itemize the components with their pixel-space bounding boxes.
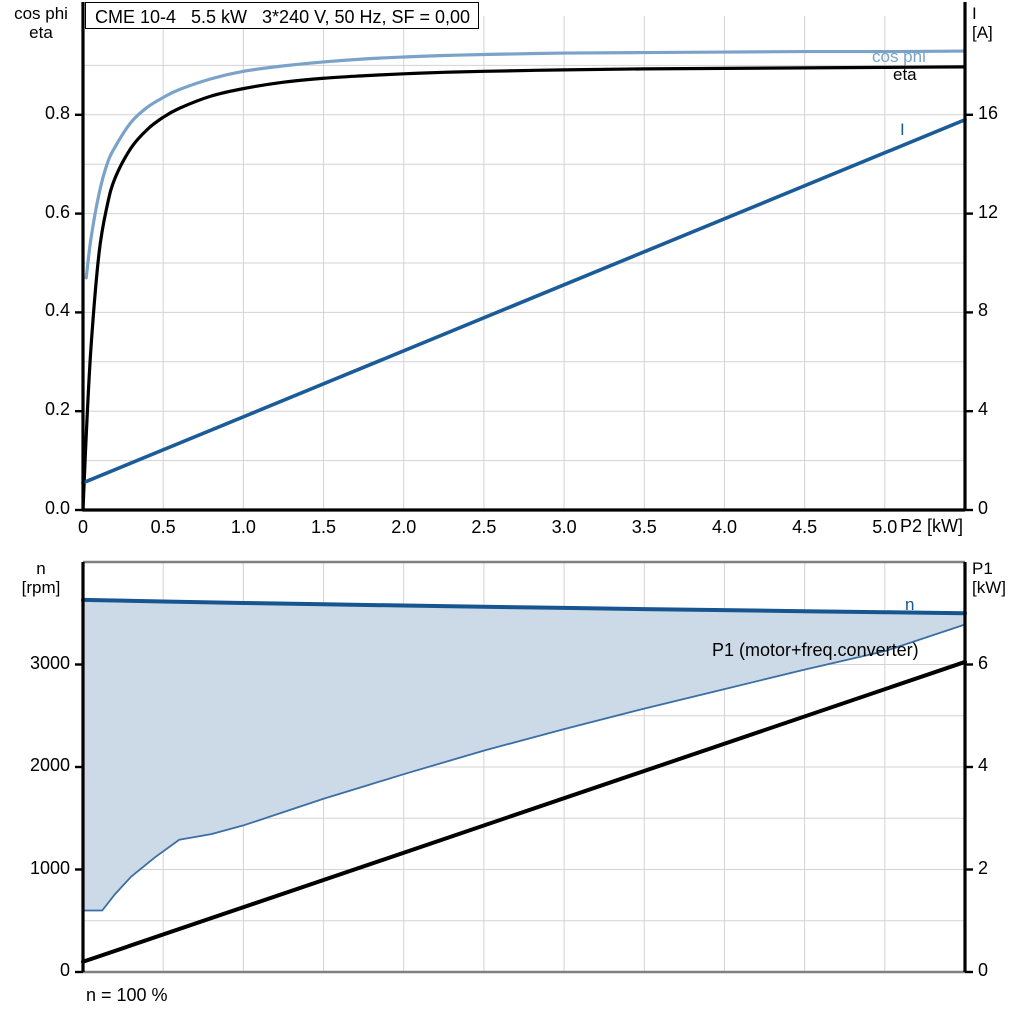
axis-tick-label: 0.2 — [44, 399, 70, 420]
top-chart-plot — [75, 2, 973, 512]
axis-tick-label: 2.5 — [471, 517, 497, 537]
axis-tick-label: 0.6 — [44, 201, 70, 222]
axis-tick-label: 3000 — [29, 652, 70, 673]
axis-tick-label: 4.5 — [792, 517, 818, 537]
top-right-axis-title: I [A] — [972, 4, 993, 42]
axis-tick-label: 0 — [59, 960, 70, 980]
top-x-axis-title: P2 [kW] — [899, 516, 963, 536]
axis-tick-label: 1000 — [29, 857, 70, 878]
axis-tick-label: 4.0 — [711, 517, 737, 537]
axis-tick-label: 1.5 — [311, 517, 337, 537]
axis-tick-label: 0.4 — [44, 300, 70, 321]
axis-tick-label: 0.0 — [44, 498, 70, 518]
axis-tick-label: 16 — [978, 102, 999, 123]
axis-tick-label: 5.0 — [872, 517, 898, 537]
axis-tick-label: 1.0 — [230, 517, 256, 537]
axis-tick-label: 2.0 — [391, 517, 417, 537]
axis-tick-label: 0 — [978, 960, 989, 980]
axis-tick-label: 6 — [978, 652, 989, 673]
axis-tick-label: 0 — [978, 498, 989, 518]
axis-tick-label: 0.5 — [150, 517, 176, 537]
axis-tick-label: 0.8 — [44, 102, 70, 123]
curve-label-current: I — [900, 120, 905, 139]
axis-tick-label: 8 — [978, 300, 989, 321]
top-left-axis-title: cos phi eta — [14, 4, 68, 42]
axis-tick-label: 12 — [978, 201, 999, 222]
axis-tick-label: 4 — [978, 399, 989, 420]
axis-tick-label: 3.0 — [551, 517, 577, 537]
top-chart-panel: cos phi eta I [A] CME 10-4 5.5 kW 3*240 … — [14, 2, 999, 537]
curve-label-eta: eta — [893, 65, 917, 84]
axis-tick-label: 0 — [77, 517, 89, 537]
bottom-right-axis-title: P1 [kW] — [972, 559, 1006, 597]
curve-label-cos-phi: cos phi — [872, 47, 926, 66]
chart-title: CME 10-4 5.5 kW 3*240 V, 50 Hz, SF = 0,0… — [85, 2, 480, 29]
bottom-left-axis-title: n [rpm] — [21, 559, 61, 597]
axis-tick-label: 2000 — [29, 755, 70, 775]
footer-note: n = 100 % — [86, 985, 168, 1005]
bottom-chart-panel: n [rpm] P1 [kW] n P1 (motor+freq.convert… — [0, 545, 1024, 1024]
curve-label-p1: P1 (motor+freq.converter) — [712, 640, 919, 660]
axis-tick-label: 4 — [978, 755, 989, 775]
axis-tick-label: 3.5 — [631, 517, 657, 537]
axis-tick-label: 2 — [978, 857, 989, 878]
curve-label-speed: n — [905, 595, 915, 614]
bottom-chart-plot — [75, 560, 973, 974]
